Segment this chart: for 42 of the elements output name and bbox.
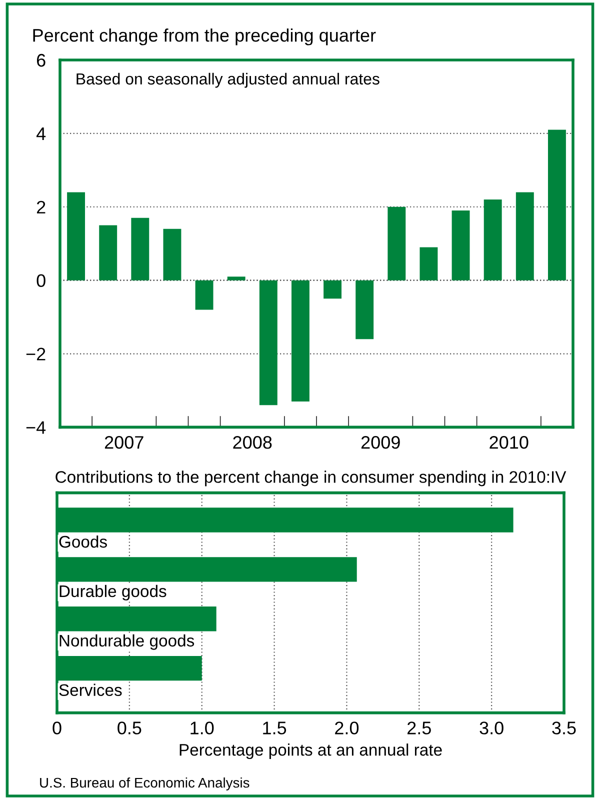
y-tick-label: −2 bbox=[26, 348, 46, 360]
bar bbox=[516, 192, 534, 280]
bar bbox=[420, 247, 438, 280]
chart-title: Percent change from the preceding quarter bbox=[33, 28, 376, 46]
x-axis-title: Percentage points at an annual rate bbox=[180, 744, 442, 760]
x-tick-label: 2010 bbox=[490, 436, 528, 449]
x-tick-label: 1.0 bbox=[190, 722, 214, 734]
x-tick-label: 3.0 bbox=[480, 722, 504, 734]
bar bbox=[291, 280, 310, 402]
y-tick-label: Services bbox=[59, 684, 122, 696]
y-tick-label: 2 bbox=[36, 200, 46, 214]
x-tick-label: 0.5 bbox=[118, 722, 142, 734]
x-tick-label: 2.0 bbox=[335, 722, 359, 734]
y-tick-label: Nondurable goods bbox=[60, 634, 194, 650]
annotation: Based on seasonally adjusted annual rates bbox=[76, 72, 380, 88]
x-tick-label: 2007 bbox=[104, 436, 144, 449]
bar bbox=[356, 280, 374, 340]
x-tick-label: 2008 bbox=[233, 436, 272, 449]
y-tick-label: 6 bbox=[36, 54, 46, 67]
x-tick-label: 1.5 bbox=[263, 722, 286, 734]
bar bbox=[131, 218, 150, 280]
y-tick-label: 4 bbox=[36, 128, 46, 140]
bar bbox=[195, 280, 214, 310]
bar bbox=[324, 280, 342, 299]
y-tick-label: −4 bbox=[26, 421, 46, 434]
chart-title: Contributions to the percent change in consumer spending in 2010:IV bbox=[56, 470, 566, 486]
y-tick-label: 0 bbox=[36, 274, 46, 288]
bar bbox=[452, 210, 470, 280]
bar bbox=[99, 225, 118, 280]
x-tick-label: 2009 bbox=[361, 436, 400, 449]
bar bbox=[388, 206, 406, 280]
text: U.S. Bureau of Economic Analysis bbox=[40, 777, 250, 790]
bar bbox=[548, 130, 566, 280]
bar bbox=[484, 200, 502, 280]
bar bbox=[163, 228, 182, 280]
bar bbox=[259, 280, 278, 406]
y-tick-label: Goods bbox=[59, 535, 107, 548]
bar bbox=[67, 192, 86, 280]
bar bbox=[227, 276, 246, 280]
x-tick-label: 2.5 bbox=[408, 722, 431, 734]
x-tick-label: 3.5 bbox=[552, 722, 576, 734]
y-tick-label: Durable goods bbox=[60, 584, 166, 600]
